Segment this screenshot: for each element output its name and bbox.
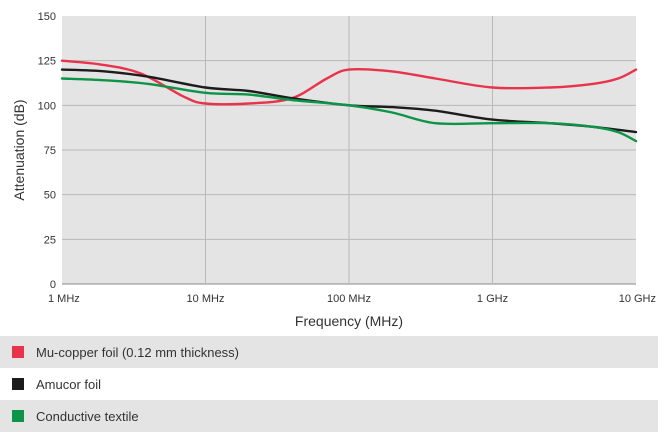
legend: Mu-copper foil (0.12 mm thickness) Amuco… <box>0 336 658 432</box>
legend-item-amucor: Amucor foil <box>0 368 658 400</box>
series-lines <box>60 59 638 143</box>
y-tick-label: 50 <box>44 190 56 202</box>
y-tick-label: 150 <box>38 11 56 23</box>
legend-swatch-conductive-textile <box>12 410 24 422</box>
y-tick-labels: 0 25 50 75 100 125 150 <box>38 11 56 291</box>
y-tick-label: 0 <box>50 279 56 291</box>
attenuation-chart: 0 25 50 75 100 125 150 1 MHz 10 MHz 100 MHz 1 GHz… <box>11 11 656 329</box>
legend-label-amucor: Amucor foil <box>36 376 102 392</box>
x-tick-label: 1 GHz <box>477 293 508 305</box>
series-line-conductive-textile <box>60 77 638 143</box>
x-tick-label: 10 GHz <box>619 293 656 305</box>
y-tick-label: 75 <box>44 145 56 157</box>
x-tick-label: 10 MHz <box>187 293 225 305</box>
x-tick-label: 1 MHz <box>48 293 80 305</box>
x-axis-label: Frequency (MHz) <box>295 313 403 329</box>
y-tick-label: 100 <box>38 100 56 112</box>
y-axis-label: Attenuation (dB) <box>11 99 27 200</box>
y-tick-label: 125 <box>38 56 56 68</box>
y-tick-label: 25 <box>44 234 56 246</box>
x-tick-labels: 1 MHz 10 MHz 100 MHz 1 GHz 10 GHz <box>48 293 656 305</box>
grid-lines <box>62 16 636 285</box>
legend-item-mu-copper: Mu-copper foil (0.12 mm thickness) <box>0 336 658 368</box>
legend-swatch-amucor <box>12 378 24 390</box>
legend-label-mu-copper: Mu-copper foil (0.12 mm thickness) <box>36 344 240 360</box>
legend-label-conductive-textile: Conductive textile <box>36 408 139 424</box>
legend-swatch-mu-copper <box>12 346 24 358</box>
x-tick-label: 100 MHz <box>327 293 371 305</box>
legend-item-conductive-textile: Conductive textile <box>0 400 658 432</box>
